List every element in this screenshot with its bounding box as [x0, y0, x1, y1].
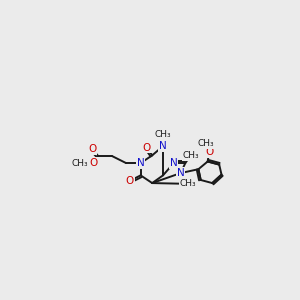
- Text: N: N: [137, 158, 145, 168]
- Text: N: N: [177, 168, 184, 178]
- Text: CH₃: CH₃: [155, 130, 171, 139]
- Text: CH₃: CH₃: [198, 139, 214, 148]
- Text: O: O: [205, 147, 213, 157]
- Text: O: O: [143, 143, 151, 153]
- Text: N: N: [170, 158, 178, 168]
- Text: O: O: [88, 144, 96, 154]
- Text: O: O: [126, 176, 134, 186]
- Text: CH₃: CH₃: [182, 151, 199, 160]
- Text: CH₃: CH₃: [179, 179, 196, 188]
- Text: O: O: [90, 158, 98, 168]
- Text: CH₃: CH₃: [71, 158, 88, 167]
- Text: N: N: [159, 141, 167, 151]
